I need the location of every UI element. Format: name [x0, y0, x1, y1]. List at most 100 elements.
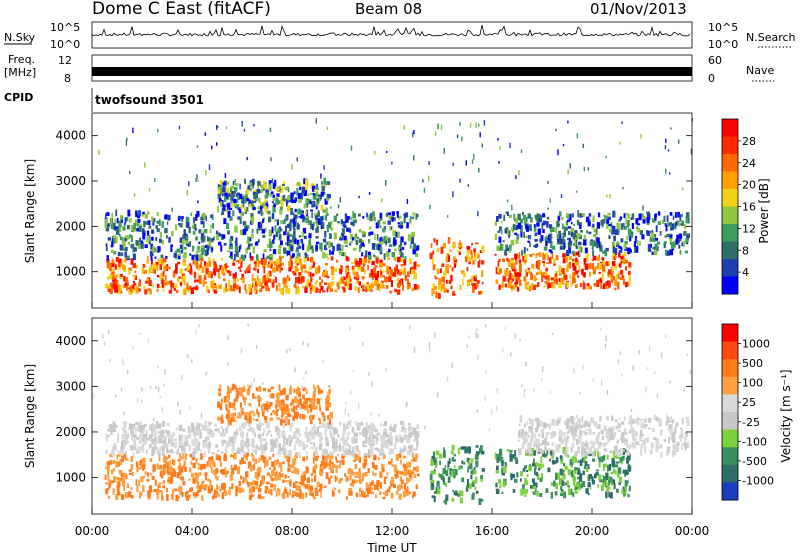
data-cell [218, 241, 222, 246]
data-cell [553, 278, 557, 284]
data-cell [239, 277, 242, 281]
data-cell [275, 404, 278, 409]
data-cell [223, 196, 227, 203]
data-cell [195, 251, 198, 255]
data-cell [269, 127, 272, 132]
data-cell [461, 460, 464, 465]
data-cell [182, 480, 186, 486]
data-cell [108, 483, 111, 489]
data-cell [295, 183, 298, 186]
data-cell [151, 229, 155, 234]
data-cell [301, 210, 304, 214]
data-cell [416, 264, 421, 267]
data-cell [432, 480, 435, 483]
data-cell [373, 454, 377, 461]
data-cell [257, 434, 260, 438]
data-cell [264, 184, 267, 190]
data-cell [518, 279, 522, 286]
data-cell [248, 182, 252, 186]
data-cell [509, 142, 511, 149]
data-cell [260, 223, 263, 229]
data-cell [311, 212, 313, 219]
data-cell [159, 258, 162, 265]
data-cell [313, 390, 315, 397]
data-cell [178, 445, 182, 449]
data-cell [220, 245, 223, 252]
data-cell [466, 267, 469, 272]
data-cell [276, 285, 278, 292]
data-cell [229, 243, 232, 248]
data-cell [436, 248, 440, 252]
data-cell [262, 477, 265, 485]
data-cell [481, 143, 483, 148]
data-cell [528, 270, 531, 274]
data-cell [444, 270, 447, 277]
data-cell [213, 423, 217, 427]
data-cell [185, 242, 189, 246]
data-cell [362, 283, 366, 286]
data-cell [233, 278, 236, 285]
data-cell [299, 183, 302, 188]
data-cell [476, 252, 479, 258]
data-cell [209, 228, 212, 234]
data-cell [321, 449, 325, 455]
data-cell [121, 237, 125, 244]
data-cell [192, 258, 195, 265]
data-cell [106, 488, 110, 491]
data-cell [550, 482, 553, 486]
data-cell [130, 445, 133, 451]
data-cell [271, 201, 274, 204]
data-cell [635, 218, 639, 225]
data-cell [593, 421, 598, 427]
data-cell [314, 488, 318, 493]
data-cell [351, 469, 354, 476]
data-cell [575, 487, 578, 490]
data-cell [314, 189, 317, 192]
data-cell [623, 428, 627, 434]
data-cell [387, 276, 392, 282]
data-cell [297, 392, 301, 398]
data-cell [307, 221, 311, 225]
data-cell [260, 454, 263, 461]
data-cell [241, 439, 244, 442]
data-cell [409, 476, 413, 480]
data-cell [124, 217, 127, 224]
data-cell [296, 191, 300, 196]
data-cell [224, 467, 227, 473]
data-cell [116, 477, 119, 480]
data-cell [281, 262, 284, 266]
data-cell [181, 218, 184, 222]
data-cell [595, 438, 598, 445]
data-cell [510, 473, 513, 481]
data-cell [257, 210, 261, 215]
data-cell [476, 280, 480, 284]
data-cell [272, 453, 275, 457]
data-cell [683, 224, 687, 230]
data-cell [481, 245, 485, 253]
data-cell [509, 259, 514, 266]
data-cell [212, 285, 214, 292]
data-cell [297, 244, 300, 248]
data-cell [583, 258, 587, 262]
data-cell [225, 283, 228, 290]
data-cell [244, 221, 247, 229]
data-cell [518, 259, 522, 263]
data-cell [280, 418, 283, 426]
data-cell [629, 266, 632, 269]
data-cell [118, 479, 121, 483]
data-cell [555, 472, 559, 480]
data-cell [371, 439, 374, 445]
data-cell [109, 460, 113, 465]
data-cell [278, 244, 282, 249]
data-cell [142, 230, 146, 236]
data-cell [251, 438, 255, 444]
colorbar-tick-label: 12 [742, 222, 756, 235]
data-cell [649, 230, 652, 233]
data-cell [295, 440, 298, 445]
data-cell [197, 245, 200, 253]
data-cell [366, 283, 370, 289]
data-cell [375, 222, 379, 229]
data-cell [154, 445, 158, 450]
data-cell [339, 478, 342, 482]
data-cell [473, 470, 477, 475]
